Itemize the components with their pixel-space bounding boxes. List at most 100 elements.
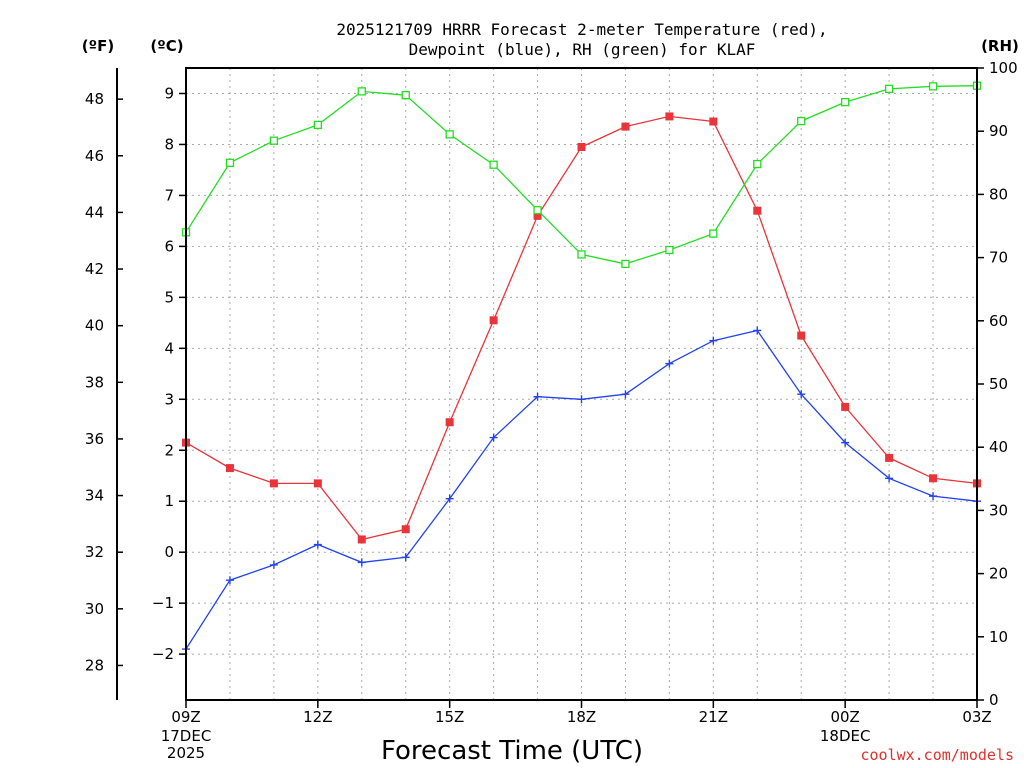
celsius-tick-label: 6 — [164, 237, 174, 255]
rh-tick-label: 60 — [989, 312, 1008, 330]
x-tick-sublabel: 18DEC — [820, 727, 871, 745]
dewpoint-point — [797, 390, 806, 399]
dewpoint-point — [665, 359, 674, 368]
x-axis-title: Forecast Time (UTC) — [381, 736, 643, 766]
right-axis: 0 10 20 30 40 50 60 70 80 90 100 — [977, 59, 1018, 709]
temperature-point — [445, 418, 454, 427]
temperature-point — [929, 474, 938, 483]
rh-point — [928, 82, 938, 91]
chart-title-line2: Dewpoint (blue), RH (green) for KLAF — [409, 40, 756, 59]
dewpoint-point — [357, 558, 366, 567]
series-layer — [181, 81, 982, 654]
rh-point — [753, 159, 762, 169]
x-tick-label: 12Z — [303, 708, 332, 726]
temperature-point — [225, 464, 234, 473]
temperature-point — [797, 331, 806, 340]
x-tick-sublabel: 17DEC — [161, 727, 212, 745]
dewpoint-point — [621, 390, 630, 399]
rh-point — [533, 206, 542, 215]
celsius-tick-label: 0 — [164, 543, 174, 561]
celsius-tick-label: 7 — [164, 186, 174, 204]
temperature-point — [401, 525, 410, 534]
rh-tick-label: 90 — [989, 122, 1008, 140]
celsius-unit-label: (ºC) — [150, 37, 183, 55]
fahrenheit-tick-label: 38 — [85, 373, 104, 391]
rh-point — [577, 250, 586, 259]
temperature-point — [621, 122, 630, 131]
rh-tick-label: 40 — [989, 438, 1008, 456]
dewpoint-point — [885, 474, 894, 483]
temperature-point — [533, 211, 542, 220]
temperature-point — [357, 535, 366, 544]
rh-point — [841, 97, 850, 107]
fahrenheit-tick-label: 30 — [85, 600, 104, 618]
rh-tick-label: 100 — [989, 59, 1018, 77]
dewpoint-point — [225, 576, 234, 585]
x-tick-label: 21Z — [699, 708, 728, 726]
celsius-tick-label: −2 — [152, 645, 174, 663]
fahrenheit-unit-label: (ºF) — [82, 37, 114, 55]
fahrenheit-tick-label: 34 — [85, 487, 104, 505]
plot-frame — [185, 67, 978, 701]
temperature-point — [489, 316, 498, 325]
x-tick-label: 00Z — [830, 708, 859, 726]
rh-point — [709, 229, 718, 238]
dewpoint-point — [269, 560, 278, 569]
rh-point — [489, 160, 498, 169]
temperature-point — [709, 117, 718, 126]
dewpoint-point — [313, 540, 322, 549]
x-tick-label: 18Z — [567, 708, 596, 726]
temperature-point — [577, 143, 586, 151]
x-tick-label: 03Z — [962, 708, 991, 726]
rh-point — [621, 259, 630, 269]
rh-tick-label: 50 — [989, 375, 1008, 393]
dewpoint-point — [401, 553, 410, 562]
temperature-point — [841, 402, 850, 411]
temperature-point — [753, 206, 762, 215]
dewpoint-point — [489, 433, 498, 442]
rh-tick-label: 70 — [989, 249, 1008, 267]
fahrenheit-tick-label: 28 — [85, 656, 104, 674]
fahrenheit-tick-label: 46 — [85, 147, 104, 165]
x-tick-label: 09Z — [171, 708, 200, 726]
temperature-point — [269, 479, 278, 488]
series-rh — [181, 81, 982, 269]
fahrenheit-tick-label: 36 — [85, 430, 104, 448]
dewpoint-point — [577, 395, 586, 404]
rh-point — [225, 158, 235, 167]
fahrenheit-tick-label: 32 — [85, 543, 104, 561]
celsius-tick-label: 2 — [164, 441, 174, 459]
series-dewpoint — [182, 326, 981, 654]
temperature-point — [885, 453, 894, 462]
celsius-tick-label: 3 — [164, 390, 174, 408]
fahrenheit-tick-label: 48 — [85, 90, 104, 108]
credit-text: coolwx.com/models — [860, 746, 1014, 764]
temperature-point — [665, 112, 674, 121]
rh-point — [269, 136, 279, 145]
x-tick-label: 15Z — [435, 708, 464, 726]
dewpoint-point — [841, 438, 850, 447]
fahrenheit-tick-label: 40 — [85, 317, 104, 335]
dewpoint-point — [709, 336, 718, 345]
rh-point — [797, 116, 806, 126]
dewpoint-point — [445, 494, 454, 503]
rh-point — [445, 130, 454, 139]
rh-point — [665, 245, 674, 255]
grid — [186, 68, 977, 700]
celsius-tick-label: 4 — [164, 339, 174, 357]
celsius-tick-label: 1 — [164, 492, 174, 510]
dewpoint-point — [533, 392, 542, 401]
rh-tick-label: 10 — [989, 628, 1008, 646]
dewpoint-point — [753, 326, 762, 335]
rh-point — [313, 120, 322, 130]
rh-unit-label: (RH) — [981, 37, 1019, 55]
celsius-tick-label: 8 — [164, 135, 174, 153]
celsius-tick-label: −1 — [152, 594, 174, 612]
fahrenheit-tick-label: 42 — [85, 260, 104, 278]
temperature-point — [313, 479, 322, 488]
rh-point — [884, 84, 894, 94]
chart-title-line1: 2025121709 HRRR Forecast 2-meter Tempera… — [336, 20, 827, 39]
